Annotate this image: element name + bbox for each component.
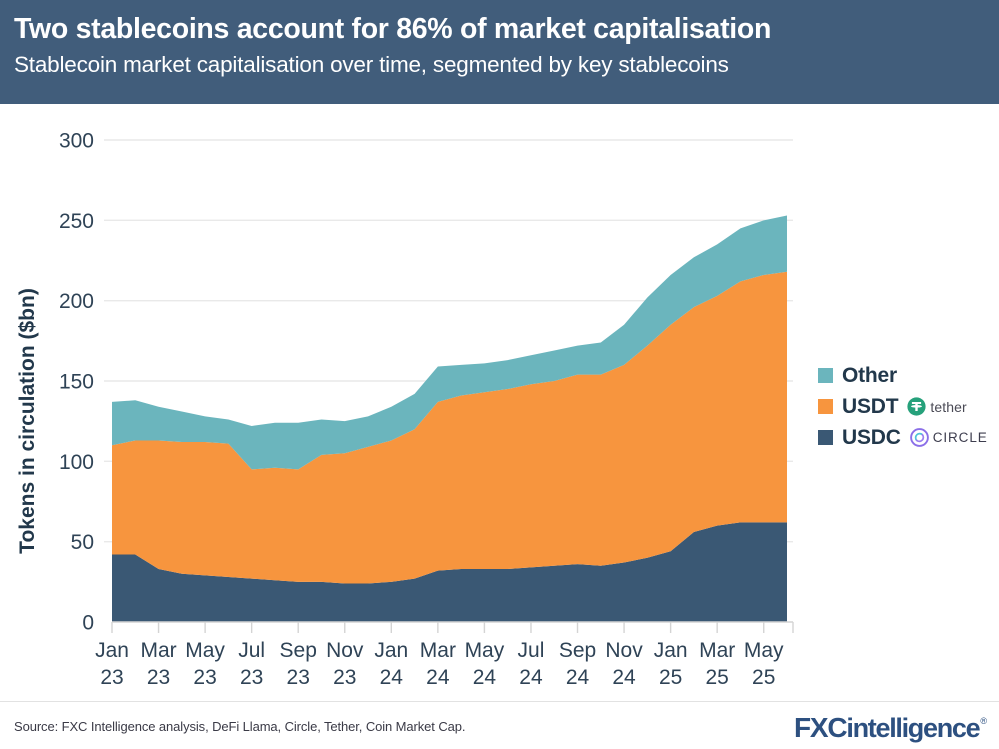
y-tick-label: 250	[59, 210, 94, 233]
y-axis-title: Tokens in circulation ($bn)	[16, 288, 39, 554]
area-series-group	[112, 215, 787, 622]
x-tick-label-month: Nov	[326, 639, 364, 662]
x-tick-label-year: 23	[240, 666, 263, 689]
legend-label-other: Other	[842, 363, 898, 387]
x-tick-label-year: 24	[566, 666, 590, 689]
tether-logo-icon	[907, 397, 926, 416]
x-axis-tick-labels: Jan 23 Mar 23 May 23 Jul 23 Sep 23 Nov 23 Jan 24 Mar 24…	[95, 639, 784, 689]
legend-label-usdc: USDC	[842, 425, 901, 449]
x-tick-label-year: 23	[147, 666, 170, 689]
chart-legend: Other USDT tether USDC CIRCLE	[818, 360, 999, 453]
x-tick-label-year: 24	[426, 666, 450, 689]
x-tick-label-month: Jul	[518, 639, 545, 662]
legend-item-other[interactable]: Other	[818, 360, 999, 391]
x-tick-label-year: 23	[287, 666, 310, 689]
logo-trademark-symbol: ®	[980, 716, 987, 726]
area-series-usdt	[112, 271, 787, 584]
y-tick-label: 200	[59, 290, 94, 313]
axis-lines-group	[111, 621, 794, 633]
tether-brand-text: tether	[930, 398, 967, 415]
x-tick-label-year: 23	[193, 666, 216, 689]
x-tick-label-month: Jan	[654, 639, 688, 662]
x-tick-label-year: 23	[100, 666, 123, 689]
x-tick-label-month: Sep	[559, 639, 596, 662]
x-tick-label-month: Sep	[280, 639, 317, 662]
legend-item-usdt[interactable]: USDT tether	[818, 391, 999, 422]
x-tick-label-year: 25	[705, 666, 728, 689]
x-tick-label-month: Jan	[374, 639, 408, 662]
x-tick-label-month: Mar	[140, 639, 176, 662]
x-tick-label-month: Jul	[238, 639, 265, 662]
logo-intelligence-text: intelligence	[846, 713, 980, 743]
area-series-usdc	[112, 522, 787, 622]
tether-brand-mark: tether	[907, 397, 967, 416]
legend-item-usdc[interactable]: USDC CIRCLE	[818, 422, 999, 453]
x-tick-label-month: Nov	[605, 639, 643, 662]
y-axis-tick-labels: 0 50 100 150 200 250 300	[59, 130, 94, 635]
chart-title: Two stablecoins account for 86% of marke…	[14, 13, 772, 45]
chart-header-banner: Two stablecoins account for 86% of marke…	[0, 0, 999, 104]
circle-brand-mark: CIRCLE	[909, 428, 988, 447]
chart-footer: Source: FXC Intelligence analysis, DeFi …	[0, 701, 999, 749]
y-tick-label: 300	[59, 130, 94, 153]
x-tick-label-year: 23	[333, 666, 356, 689]
y-tick-label: 50	[71, 531, 94, 554]
x-tick-label-year: 25	[752, 666, 775, 689]
x-tick-label-year: 24	[612, 666, 636, 689]
chart-plot-area: 0 50 100 150 200 250 300 Jan 23 Mar 23 May 23 Jul 23 S…	[0, 104, 999, 701]
x-tick-label-year: 25	[659, 666, 682, 689]
circle-brand-text: CIRCLE	[932, 430, 988, 445]
x-tick-label-month: Jan	[95, 639, 129, 662]
chart-subtitle: Stablecoin market capitalisation over ti…	[14, 51, 729, 77]
x-tick-label-year: 24	[519, 666, 543, 689]
x-tick-label-year: 24	[473, 666, 497, 689]
x-tick-label-month: Mar	[699, 639, 735, 662]
x-tick-label-month: May	[465, 639, 505, 662]
source-attribution: Source: FXC Intelligence analysis, DeFi …	[14, 719, 466, 734]
x-tick-label-year: 24	[380, 666, 404, 689]
stacked-area-chart: 0 50 100 150 200 250 300 Jan 23 Mar 23 May 23 Jul 23 S…	[16, 130, 794, 689]
y-tick-label: 100	[59, 451, 94, 474]
y-tick-label: 0	[82, 612, 94, 635]
x-tick-label-month: May	[744, 639, 784, 662]
logo-fxc-text: FXC	[794, 712, 848, 743]
y-tick-label: 150	[59, 371, 94, 394]
legend-swatch-usdc	[818, 430, 833, 445]
x-tick-label-month: May	[185, 639, 225, 662]
legend-swatch-other	[818, 368, 833, 383]
legend-label-usdt: USDT	[842, 394, 899, 418]
legend-swatch-usdt	[818, 399, 833, 414]
fxc-intelligence-logo: FXC intelligence ®	[794, 712, 987, 744]
x-tick-label-month: Mar	[420, 639, 456, 662]
circle-logo-icon	[909, 428, 929, 447]
